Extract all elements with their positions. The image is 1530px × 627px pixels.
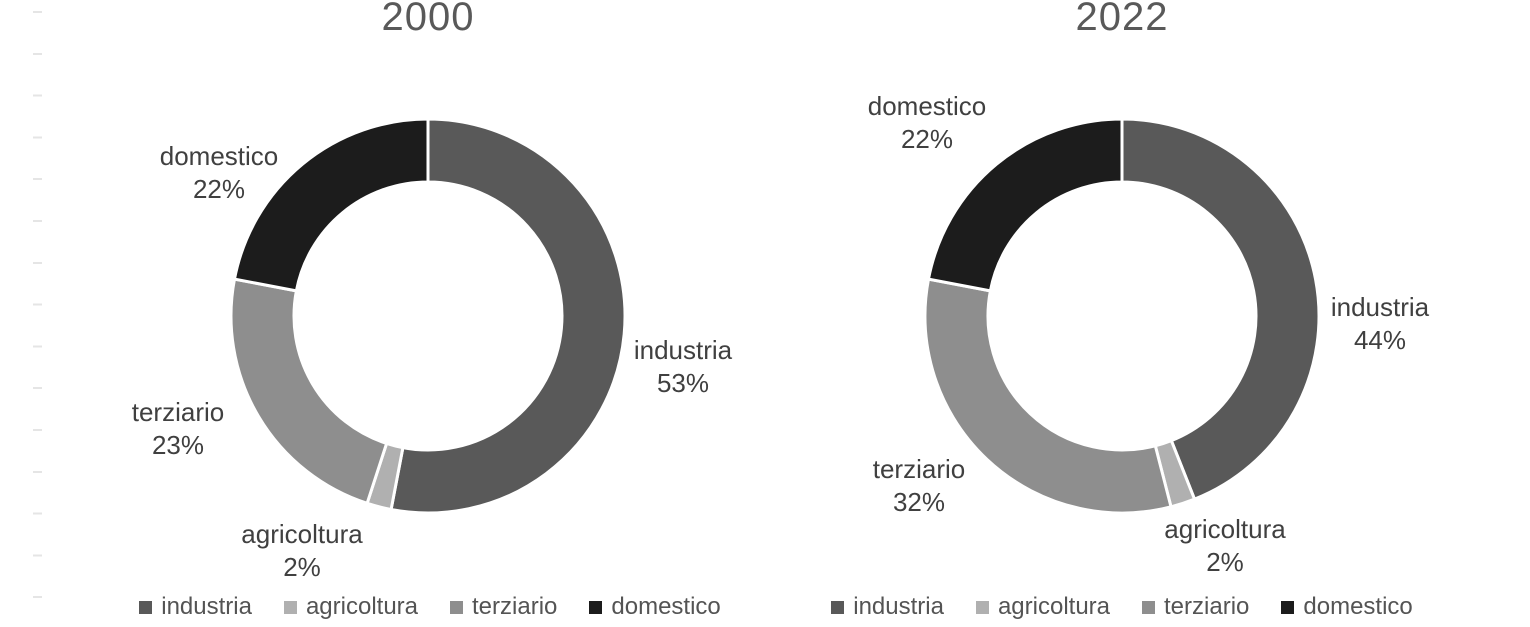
- callout-label: terziario: [131, 397, 225, 427]
- donut-chart-2022: [923, 117, 1321, 515]
- legend-label: industria: [161, 593, 252, 620]
- legend-label: industria: [853, 593, 944, 620]
- callout-agricoltura: agricoltura 2%: [1141, 513, 1309, 580]
- legend-label: terziario: [472, 593, 558, 620]
- donut-segment-terziario: [923, 277, 1173, 515]
- callout-label: agricoltura: [1164, 514, 1286, 544]
- legend-item-industria: industria: [139, 593, 252, 621]
- legend-swatch-industria: [139, 600, 153, 614]
- legend-swatch-agricoltura: [975, 600, 989, 614]
- callout-domestico: domestico 22%: [139, 140, 299, 207]
- callout-label: industria: [633, 335, 733, 365]
- callout-value: 32%: [892, 487, 946, 518]
- legend-item-industria: industria: [831, 593, 944, 621]
- donut-segment-industria: [389, 117, 627, 515]
- axis-ticks-remnant: [33, 11, 42, 623]
- callout-terziario: terziario 23%: [98, 396, 258, 463]
- legend-swatch-terziario: [450, 600, 464, 614]
- callout-agricoltura: agricoltura 2%: [218, 518, 386, 585]
- callout-value: 44%: [1353, 325, 1407, 356]
- callout-label: agricoltura: [241, 519, 363, 549]
- legend-swatch-industria: [831, 600, 845, 614]
- callout-industria: industria 44%: [1300, 291, 1460, 358]
- chart-title-2022: 2022: [1075, 0, 1169, 39]
- donut-segment-industria: [1120, 117, 1321, 502]
- callout-label: terziario: [872, 454, 966, 484]
- callout-terziario: terziario 32%: [839, 453, 999, 520]
- legend-label: domestico: [1303, 593, 1413, 620]
- callout-label: domestico: [159, 141, 279, 171]
- legend-item-agricoltura: agricoltura: [283, 593, 419, 621]
- legend-2000: industria agricoltura terziario domestic…: [30, 591, 830, 623]
- legend-item-agricoltura: agricoltura: [975, 593, 1111, 621]
- legend-item-terziario: terziario: [1142, 593, 1249, 621]
- legend-label: terziario: [1164, 593, 1250, 620]
- donut-segment-domestico: [232, 117, 430, 293]
- donut-chart-2000: [229, 117, 627, 515]
- callout-label: domestico: [867, 91, 987, 121]
- donut-segment-domestico: [926, 117, 1124, 293]
- legend-2022: industria agricoltura terziario domestic…: [722, 591, 1522, 623]
- legend-label: agricoltura: [997, 593, 1111, 620]
- donut-segment-terziario: [229, 277, 389, 506]
- legend-item-domestico: domestico: [1281, 593, 1413, 621]
- legend-item-terziario: terziario: [450, 593, 557, 621]
- callout-domestico: domestico 22%: [847, 90, 1007, 157]
- legend-swatch-domestico: [1281, 600, 1295, 614]
- legend-label: agricoltura: [305, 593, 419, 620]
- callout-value: 23%: [151, 430, 205, 461]
- legend-swatch-agricoltura: [283, 600, 297, 614]
- callout-value: 2%: [283, 552, 321, 583]
- callout-value: 2%: [1206, 547, 1244, 578]
- callout-value: 53%: [656, 368, 710, 399]
- callout-industria: industria 53%: [603, 334, 763, 401]
- legend-swatch-terziario: [1142, 600, 1156, 614]
- legend-swatch-domestico: [589, 600, 603, 614]
- callout-value: 22%: [192, 174, 246, 205]
- chart-title-2000: 2000: [381, 0, 475, 39]
- legend-item-domestico: domestico: [589, 593, 721, 621]
- legend-label: domestico: [611, 593, 721, 620]
- callout-value: 22%: [900, 124, 954, 155]
- callout-label: industria: [1330, 292, 1430, 322]
